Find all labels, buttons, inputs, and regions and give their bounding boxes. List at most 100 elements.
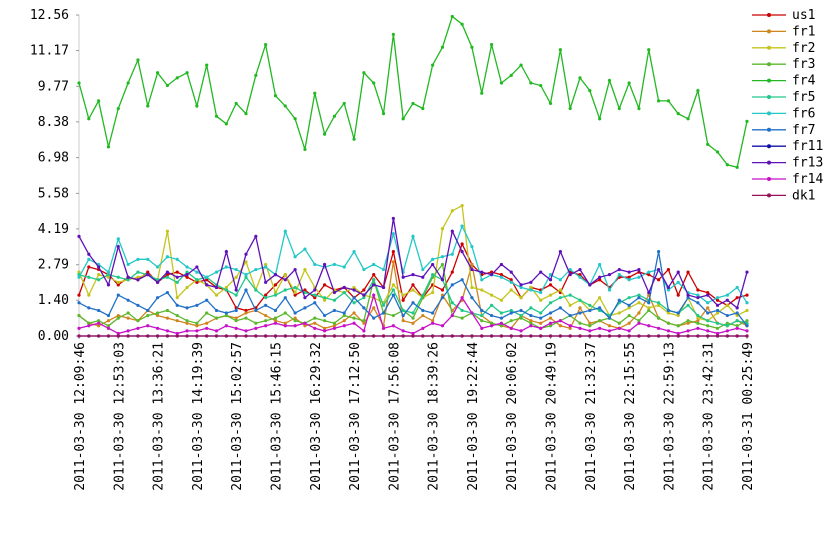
data-point — [195, 270, 199, 274]
data-point — [440, 262, 445, 267]
data-point — [401, 275, 405, 279]
data-point — [706, 324, 710, 328]
data-point — [735, 319, 739, 323]
data-point — [686, 296, 690, 300]
data-point — [411, 331, 415, 336]
data-point — [224, 288, 228, 292]
data-point — [431, 319, 435, 323]
data-point — [421, 326, 425, 330]
data-point — [87, 334, 91, 338]
data-point — [77, 234, 81, 238]
data-point — [656, 278, 661, 282]
data-point — [77, 326, 81, 330]
x-tick-label: 2011-03-30 20:06:02 — [505, 342, 520, 491]
data-point — [234, 275, 238, 279]
data-point — [381, 112, 386, 116]
data-point — [342, 311, 346, 315]
data-point — [165, 290, 170, 295]
data-point — [509, 326, 513, 330]
data-point — [283, 273, 287, 277]
data-point — [146, 270, 150, 274]
data-point — [696, 313, 700, 318]
data-point — [303, 247, 307, 251]
data-point — [234, 316, 238, 320]
data-point — [509, 288, 513, 292]
x-tick-label: 2011-03-30 15:46:15 — [269, 342, 284, 491]
data-point — [155, 265, 160, 269]
data-point — [126, 329, 130, 333]
data-point — [362, 288, 366, 292]
data-point — [480, 319, 484, 323]
data-point — [185, 270, 189, 274]
data-point — [205, 278, 209, 282]
data-point — [195, 321, 199, 325]
data-point — [431, 273, 435, 277]
data-point — [254, 288, 258, 292]
data-point — [480, 288, 484, 292]
data-point — [401, 313, 405, 318]
legend-marker — [767, 62, 771, 67]
x-tick-label: 2011-03-31 00:25:49 — [741, 342, 756, 491]
data-point — [529, 81, 533, 85]
data-point — [175, 334, 179, 338]
data-point — [558, 319, 562, 323]
data-point — [87, 293, 91, 297]
data-point — [637, 293, 641, 297]
data-point — [735, 306, 739, 310]
y-tick-label: 1.40 — [38, 293, 69, 308]
data-point — [146, 334, 150, 338]
data-point — [322, 313, 327, 318]
data-point — [539, 326, 543, 330]
data-point — [499, 81, 504, 85]
data-point — [558, 296, 562, 300]
data-point — [165, 329, 170, 333]
data-point — [715, 298, 720, 302]
data-point — [352, 137, 356, 141]
data-point — [598, 262, 602, 267]
data-point — [185, 265, 189, 269]
data-point — [273, 273, 278, 277]
data-point — [450, 252, 454, 256]
legend-marker — [767, 29, 771, 34]
data-point — [195, 334, 199, 338]
data-point — [244, 308, 248, 313]
data-point — [303, 290, 307, 295]
data-point — [87, 275, 91, 279]
data-point — [273, 290, 278, 295]
data-point — [529, 280, 533, 284]
data-point — [303, 334, 307, 338]
data-point — [264, 262, 268, 267]
data-point — [126, 275, 130, 279]
data-point — [136, 278, 140, 282]
data-point — [126, 278, 130, 282]
x-tick-label: 2011-03-30 18:39:26 — [427, 342, 442, 491]
data-point — [480, 270, 484, 274]
data-point — [283, 278, 287, 282]
data-point — [342, 313, 346, 318]
data-point — [499, 324, 504, 328]
data-point — [578, 76, 582, 80]
data-point — [745, 119, 749, 123]
data-point — [588, 321, 592, 325]
data-point — [627, 296, 631, 300]
data-point — [126, 298, 130, 302]
data-point — [155, 296, 160, 300]
data-point — [607, 288, 612, 292]
x-tick-label: 2011-03-30 14:19:39 — [191, 342, 206, 491]
data-point — [647, 306, 651, 310]
data-point — [647, 290, 651, 295]
data-point — [195, 303, 199, 307]
data-point — [745, 270, 749, 274]
data-point — [362, 306, 366, 310]
data-point — [509, 319, 513, 323]
data-point — [588, 89, 592, 93]
data-point — [87, 257, 91, 261]
data-point — [617, 267, 621, 272]
legend-marker — [767, 193, 771, 198]
data-point — [627, 334, 631, 338]
data-point — [224, 122, 228, 126]
data-point — [254, 334, 258, 338]
data-point — [637, 275, 641, 279]
data-point — [715, 311, 720, 315]
data-point — [264, 313, 268, 318]
